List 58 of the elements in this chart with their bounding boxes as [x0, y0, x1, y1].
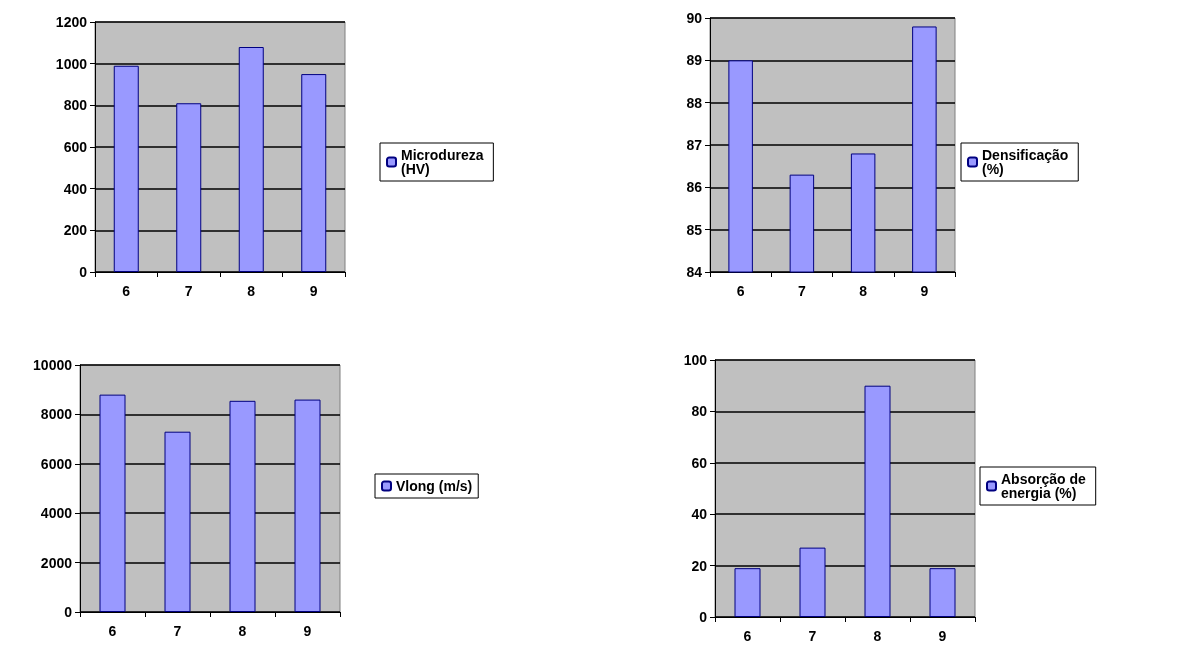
y-tick-label: 2000: [40, 554, 73, 571]
y-tick-label: 84: [686, 264, 703, 280]
x-tick-label: 8: [238, 623, 247, 639]
x-tick-label: 7: [808, 628, 817, 644]
y-tick-label: 8000: [40, 406, 73, 423]
x-tick-label: 8: [873, 628, 882, 644]
bar: [229, 400, 256, 612]
bar: [176, 103, 202, 272]
bar: [929, 568, 956, 617]
x-tick-label: 8: [859, 283, 868, 299]
y-tick-label: 400: [63, 180, 88, 197]
y-tick-label: 4000: [40, 505, 73, 522]
x-tick-label: 9: [309, 283, 318, 299]
y-tick-label: 40: [691, 506, 708, 523]
y-tick-label: 6000: [40, 455, 73, 472]
y-tick-label: 1000: [55, 55, 88, 72]
y-tick-label: 20: [691, 557, 708, 574]
x-tick-label: 6: [736, 283, 745, 299]
bar: [164, 431, 191, 612]
bar: [734, 568, 761, 617]
y-tick-label: 86: [686, 179, 703, 196]
y-tick-label: 200: [63, 222, 88, 239]
y-tick-label: 80: [691, 403, 708, 420]
y-tick-label: 88: [686, 94, 703, 111]
y-tick-label: 90: [686, 10, 703, 26]
bar: [294, 399, 321, 612]
y-tick-label: 0: [79, 264, 88, 280]
y-tick-label: 10000: [33, 357, 73, 373]
legend-label: Densificação (%): [982, 147, 1073, 177]
y-tick-label: 0: [64, 604, 73, 620]
x-tick-label: 6: [108, 623, 117, 639]
x-tick-label: 7: [184, 283, 193, 299]
y-tick-label: 89: [686, 52, 703, 69]
y-tick-label: 85: [686, 221, 703, 238]
x-tick-label: 9: [920, 283, 929, 299]
bar: [864, 385, 891, 617]
x-tick-label: 7: [173, 623, 182, 639]
legend-label: Absorção de energia (%): [1001, 471, 1090, 501]
y-tick-label: 600: [63, 139, 88, 155]
x-tick-label: 9: [938, 628, 947, 644]
y-tick-label: 1200: [55, 14, 88, 30]
bar: [113, 65, 139, 272]
y-tick-label: 0: [699, 609, 708, 625]
x-tick-label: 8: [247, 283, 256, 299]
bar: [301, 74, 327, 272]
bar: [238, 47, 264, 272]
y-tick-label: 87: [686, 137, 703, 153]
legend-label: Microdureza (HV): [401, 147, 488, 177]
y-tick-label: 100: [683, 352, 708, 368]
y-tick-label: 800: [63, 97, 88, 114]
x-tick-label: 9: [303, 623, 312, 639]
legend-label: Vlong (m/s): [396, 478, 473, 494]
bar: [99, 394, 126, 612]
bar: [799, 547, 826, 617]
x-tick-label: 6: [122, 283, 131, 299]
x-tick-label: 7: [797, 283, 806, 299]
y-tick-label: 60: [691, 454, 708, 471]
x-tick-label: 6: [743, 628, 752, 644]
